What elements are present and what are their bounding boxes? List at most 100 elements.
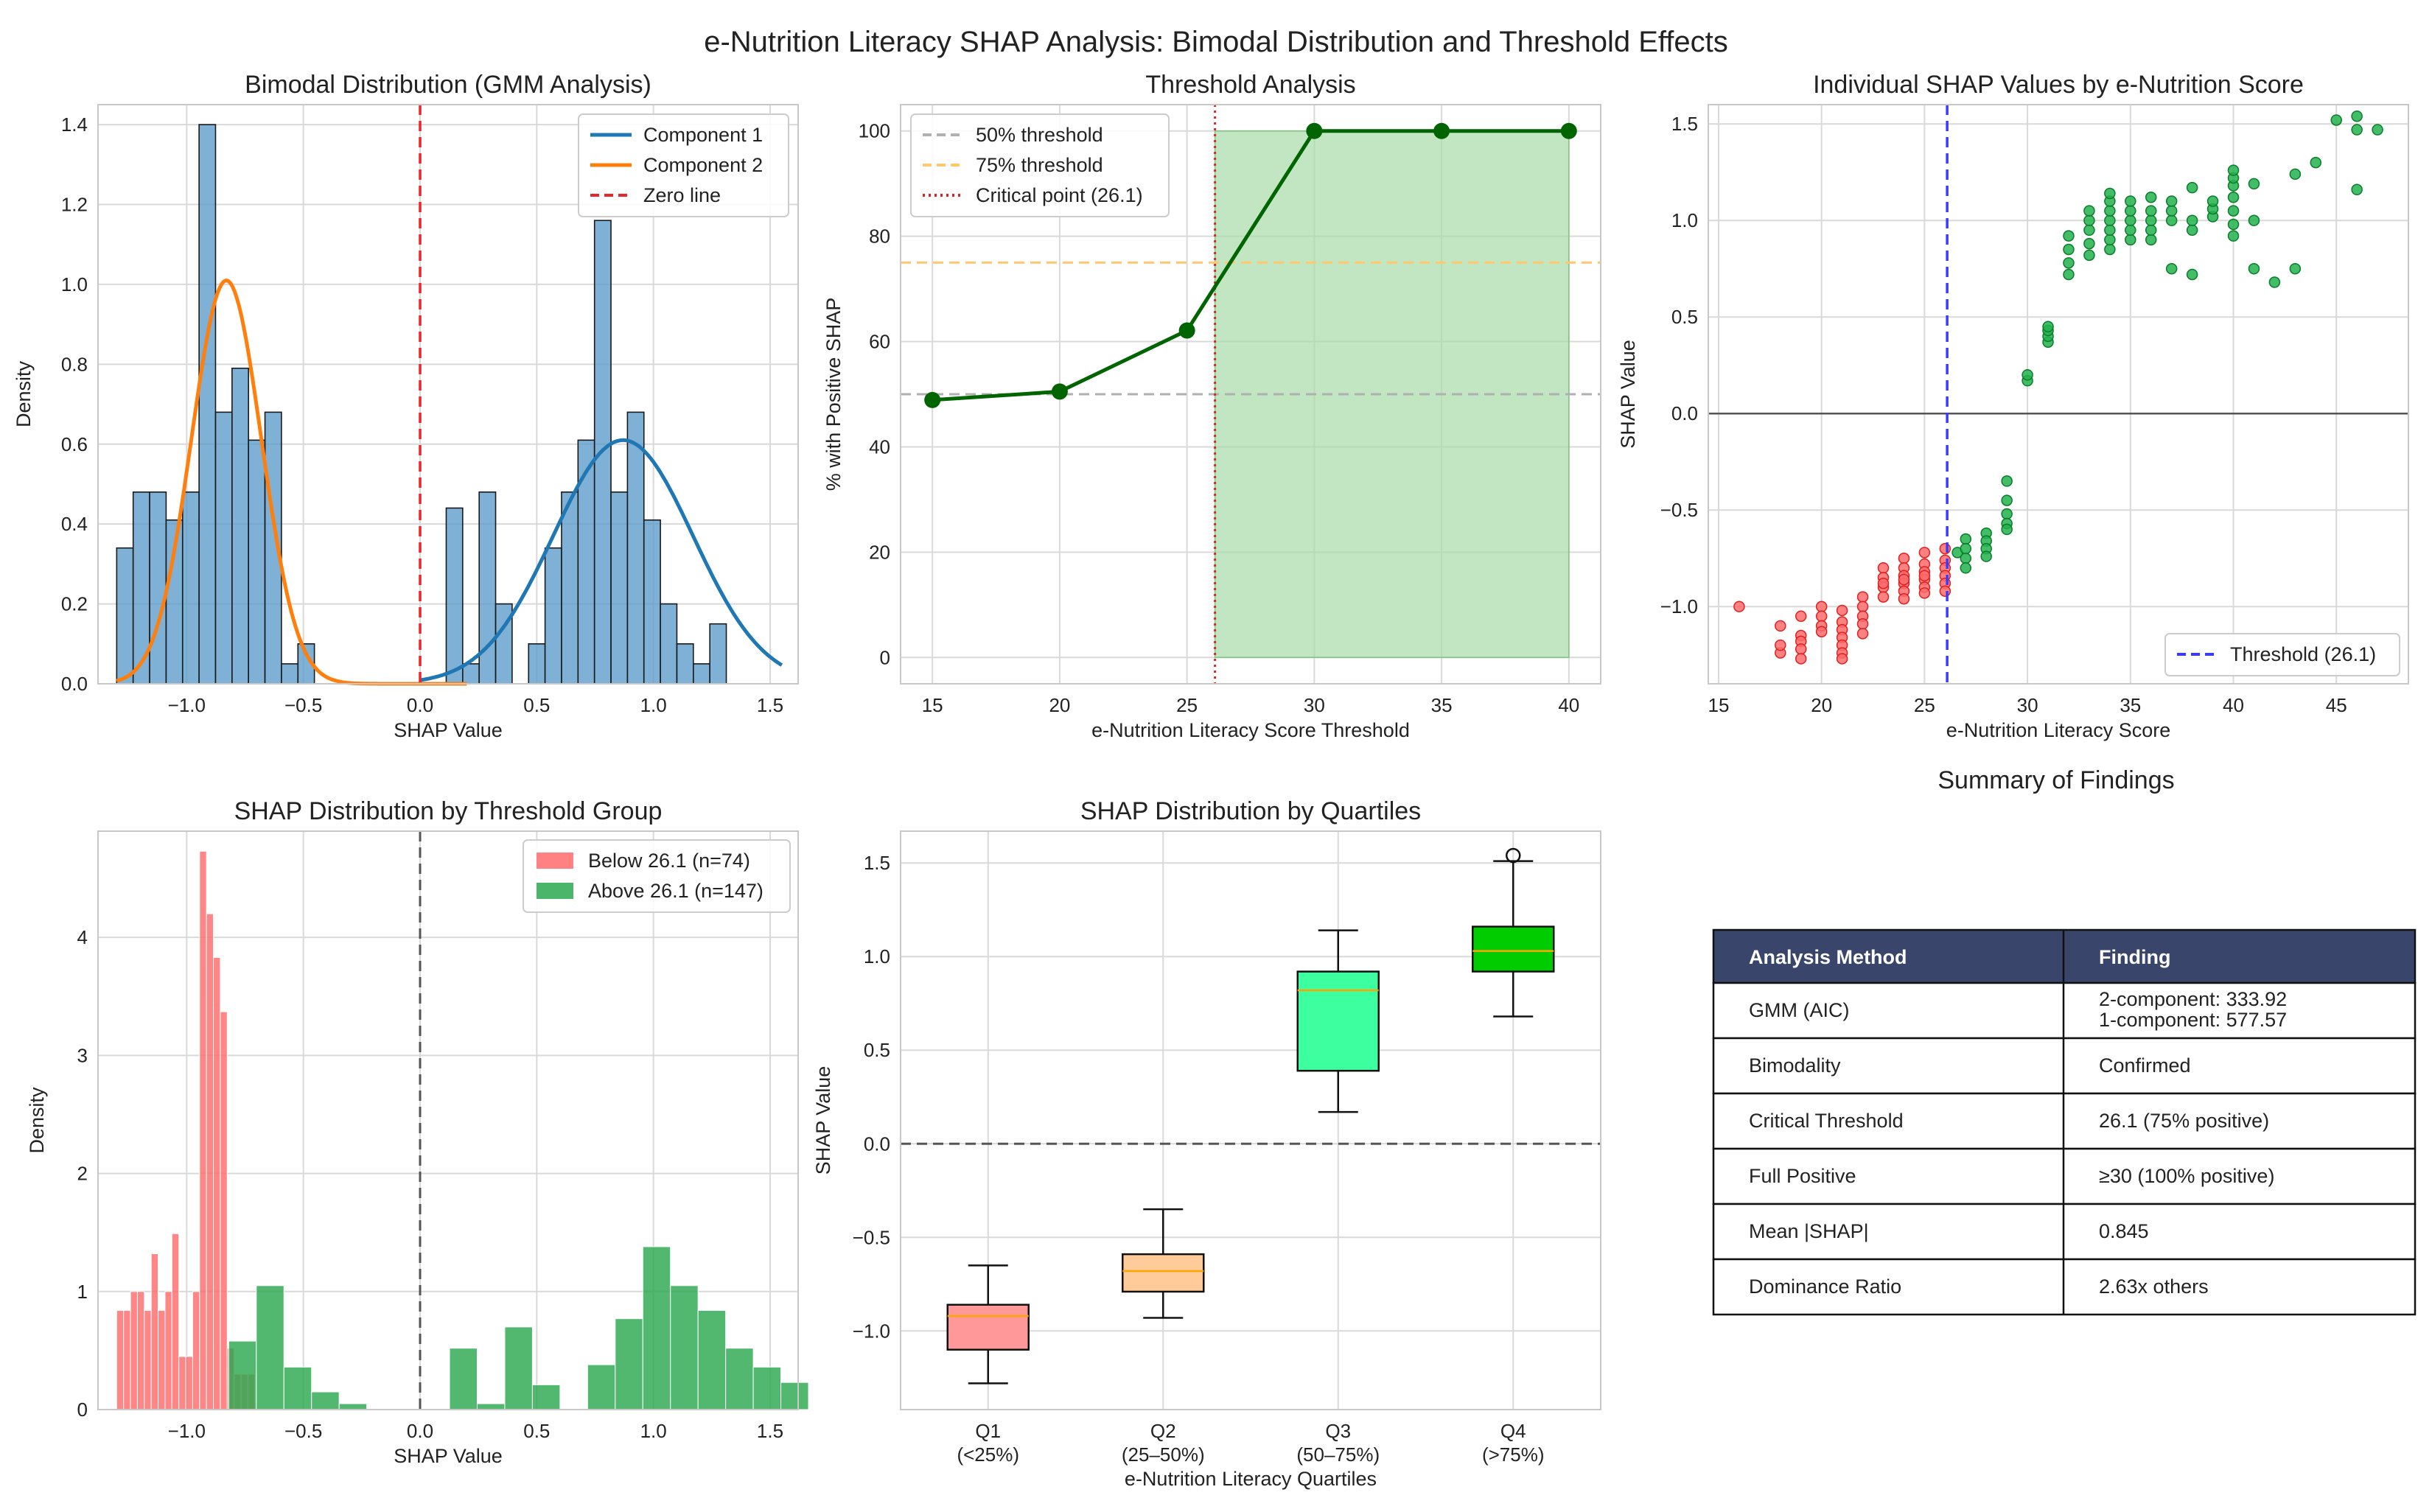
x-tick-label: Q4: [1500, 1420, 1526, 1442]
below-group-bar: [123, 1309, 131, 1410]
histogram-bar: [544, 547, 562, 685]
above-group-bar: [476, 1403, 506, 1410]
table-cell-finding: 2-component: 333.92 1-component: 577.57: [2099, 988, 2287, 1031]
positive-share-point: [1178, 322, 1195, 339]
above-threshold-point: [2001, 494, 2013, 506]
above-threshold-point: [2063, 243, 2075, 256]
below-threshold-point: [1815, 610, 1828, 623]
above-threshold-point: [2186, 214, 2198, 226]
above-threshold-point: [2063, 268, 2075, 281]
x-axis-label: e-Nutrition Literacy Score Threshold: [1091, 719, 1410, 741]
histogram-bar: [198, 124, 217, 685]
above-threshold-point: [2125, 234, 2136, 246]
histogram-bar: [676, 643, 694, 685]
legend-label: Below 26.1 (n=74): [588, 850, 750, 872]
below-group-bar: [144, 1309, 152, 1410]
y-tick-label: 1.5: [864, 852, 890, 874]
histogram-bar: [181, 491, 200, 685]
x-axis-label: SHAP Value: [394, 719, 503, 741]
summary-table: Summary of Findings Analysis Method Findin…: [1712, 766, 2417, 1316]
below-group-bar: [220, 1011, 228, 1410]
panel-title: Individual SHAP Values by e-Nutrition Sc…: [1813, 71, 2304, 99]
above-group-bar: [587, 1364, 616, 1410]
above-threshold-point: [1960, 552, 1972, 564]
table-cell-method: Full Positive: [1749, 1165, 1856, 1187]
y-tick-label: 1.0: [61, 273, 88, 295]
above-group-bar: [780, 1382, 809, 1410]
histogram-bar: [445, 507, 464, 685]
plot-area: [1708, 105, 2408, 684]
y-tick-label: −1.0: [853, 1320, 890, 1342]
figure-suptitle: e-Nutrition Literacy SHAP Analysis: Bimo…: [704, 26, 1728, 58]
panel-quartile-boxplot: −1.0 −0.5 0.0 0.5 1.0 1.5 SHAP Distribution by…: [812, 797, 1601, 1490]
above-group-bar: [283, 1366, 312, 1410]
above-group-bar: [697, 1309, 727, 1410]
histogram-bar: [214, 411, 233, 685]
x-tick-label: 0.0: [407, 694, 433, 716]
plot-frame: [1708, 104, 2409, 685]
below-threshold-point: [1815, 601, 1828, 612]
quartile-box: [946, 1303, 1030, 1351]
x-axis-label: SHAP Value: [394, 1445, 503, 1467]
above-threshold-point: [2083, 224, 2095, 237]
y-tick-label: 1.5: [1671, 113, 1698, 135]
table-cell-method: Bimodality: [1749, 1054, 1841, 1077]
below-threshold-point: [1877, 591, 1890, 603]
above-group-bar: [311, 1391, 340, 1410]
histogram-bar: [248, 439, 266, 685]
above-threshold-point: [2001, 508, 2013, 520]
below-threshold-point: [1918, 587, 1931, 599]
above-threshold-point: [2227, 205, 2240, 217]
above-threshold-point: [2165, 205, 2178, 217]
x-axis-label: e-Nutrition Literacy Score: [1946, 719, 2171, 741]
above-threshold-point: [2186, 268, 2198, 281]
gmm-component-curve: [419, 438, 783, 682]
above-threshold-point: [2268, 276, 2281, 288]
above-threshold-point: [2351, 183, 2363, 196]
legend-label: Component 1: [643, 124, 763, 146]
y-tick-label: 1.4: [61, 113, 88, 136]
plot-frame: [900, 830, 1601, 1410]
y-tick-label: 0.0: [61, 673, 88, 695]
positive-share-point: [1051, 383, 1068, 400]
y-axis-label: SHAP Value: [1617, 340, 1639, 449]
above-threshold-point: [2083, 249, 2095, 262]
above-threshold-point: [2248, 262, 2260, 275]
x-axis-label: e-Nutrition Literacy Quartiles: [1125, 1468, 1377, 1490]
x-tick-sublabel: (50–75%): [1296, 1443, 1380, 1466]
above-threshold-point: [2330, 114, 2342, 126]
below-threshold-point: [1775, 639, 1786, 651]
above-threshold-point: [2227, 218, 2240, 231]
y-tick-label: 0.6: [61, 433, 88, 455]
x-tick-label: 15: [922, 694, 943, 716]
legend-box: [2164, 633, 2400, 676]
legend-label: Above 26.1 (n=147): [588, 880, 764, 902]
below-group-bar: [192, 1291, 200, 1410]
positive-share-point: [924, 391, 941, 408]
panel-individual-shap-scatter: −1.0 −0.5 0.0 0.5 1.0 1.5 15 20 25 30 35 40 45 Indivi…: [1617, 71, 2409, 741]
above-threshold-point: [2165, 262, 2178, 275]
y-tick-label: 0.5: [1671, 306, 1698, 328]
histogram-bar: [231, 367, 249, 685]
above-group-bar: [531, 1384, 561, 1410]
above-threshold-point: [1960, 542, 1972, 555]
above-threshold-point: [2083, 237, 2095, 250]
above-threshold-point: [2165, 195, 2178, 207]
above-threshold-point: [2104, 214, 2116, 226]
positive-share-point: [1560, 122, 1577, 139]
y-tick-label: 4: [77, 926, 88, 948]
x-tick-label: 20: [1811, 694, 1832, 716]
above-threshold-point: [2227, 192, 2240, 203]
below-threshold-point: [1898, 592, 1910, 605]
above-threshold-point: [2145, 214, 2157, 226]
above-threshold-point: [2248, 214, 2260, 226]
above-threshold-point: [2042, 321, 2054, 333]
table-title: Summary of Findings: [1937, 766, 2174, 794]
histogram-bar: [610, 491, 629, 685]
quartile-box: [1122, 1253, 1205, 1293]
panel-title: SHAP Distribution by Threshold Group: [234, 797, 663, 825]
above-threshold-point: [2145, 205, 2157, 217]
y-tick-label: 0.5: [864, 1039, 890, 1061]
table-cell-finding: 2.63x others: [2099, 1275, 2209, 1298]
below-threshold-point: [1856, 601, 1869, 612]
